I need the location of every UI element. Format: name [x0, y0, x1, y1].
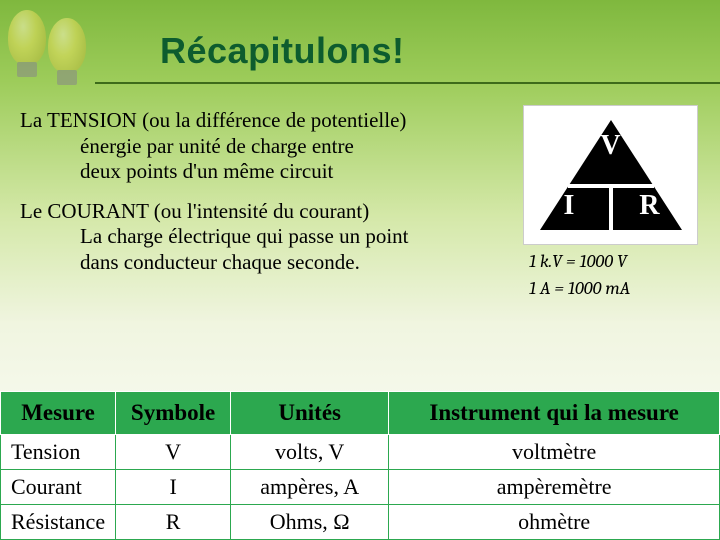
table-header-row: Mesure Symbole Unités Instrument qui la …: [1, 391, 720, 434]
courant-line1: La charge électrique qui passe un point: [80, 224, 500, 250]
table-row: Tension V volts, V voltmètre: [1, 435, 720, 470]
cell-unites: Ohms, Ω: [231, 505, 389, 540]
summary-table-wrap: Mesure Symbole Unités Instrument qui la …: [0, 391, 720, 540]
summary-table: Mesure Symbole Unités Instrument qui la …: [0, 391, 720, 540]
vir-r-label: R: [639, 190, 659, 222]
tension-head: La TENSION (ou la différence de potentie…: [20, 108, 500, 134]
th-unites: Unités: [231, 391, 389, 434]
vir-triangle-panel: V I R 1 k.V = 1000 V 1 A = 1000 mA: [523, 105, 698, 299]
table-row: Courant I ampères, A ampèremètre: [1, 470, 720, 505]
decorative-bulbs: [0, 0, 95, 105]
conversion-line-1: 1 k.V = 1000 V: [523, 251, 698, 272]
cell-unites: volts, V: [231, 435, 389, 470]
cell-symbole: I: [116, 470, 231, 505]
header-divider: [95, 82, 720, 84]
cell-symbole: R: [116, 505, 231, 540]
conversion-line-2: 1 A = 1000 mA: [523, 278, 698, 299]
cell-mesure: Résistance: [1, 505, 116, 540]
courant-line2: dans conducteur chaque seconde.: [80, 250, 500, 276]
th-mesure: Mesure: [1, 391, 116, 434]
page-title: Récapitulons!: [160, 30, 405, 72]
th-symbole: Symbole: [116, 391, 231, 434]
cell-instrument: ohmètre: [389, 505, 720, 540]
tension-line2: deux points d'un même circuit: [80, 159, 500, 185]
cell-symbole: V: [116, 435, 231, 470]
th-instrument: Instrument qui la mesure: [389, 391, 720, 434]
tension-line1: énergie par unité de charge entre: [80, 134, 500, 160]
vir-triangle-box: V I R: [523, 105, 698, 245]
definitions: La TENSION (ou la différence de potentie…: [20, 108, 500, 290]
vir-v-label: V: [600, 130, 620, 162]
cell-instrument: voltmètre: [389, 435, 720, 470]
cell-mesure: Tension: [1, 435, 116, 470]
cell-mesure: Courant: [1, 470, 116, 505]
cell-unites: ampères, A: [231, 470, 389, 505]
vir-i-label: I: [564, 190, 575, 222]
courant-definition: Le COURANT (ou l'intensité du courant) L…: [20, 199, 500, 276]
table-row: Résistance R Ohms, Ω ohmètre: [1, 505, 720, 540]
courant-head: Le COURANT (ou l'intensité du courant): [20, 199, 500, 225]
tension-definition: La TENSION (ou la différence de potentie…: [20, 108, 500, 185]
cell-instrument: ampèremètre: [389, 470, 720, 505]
